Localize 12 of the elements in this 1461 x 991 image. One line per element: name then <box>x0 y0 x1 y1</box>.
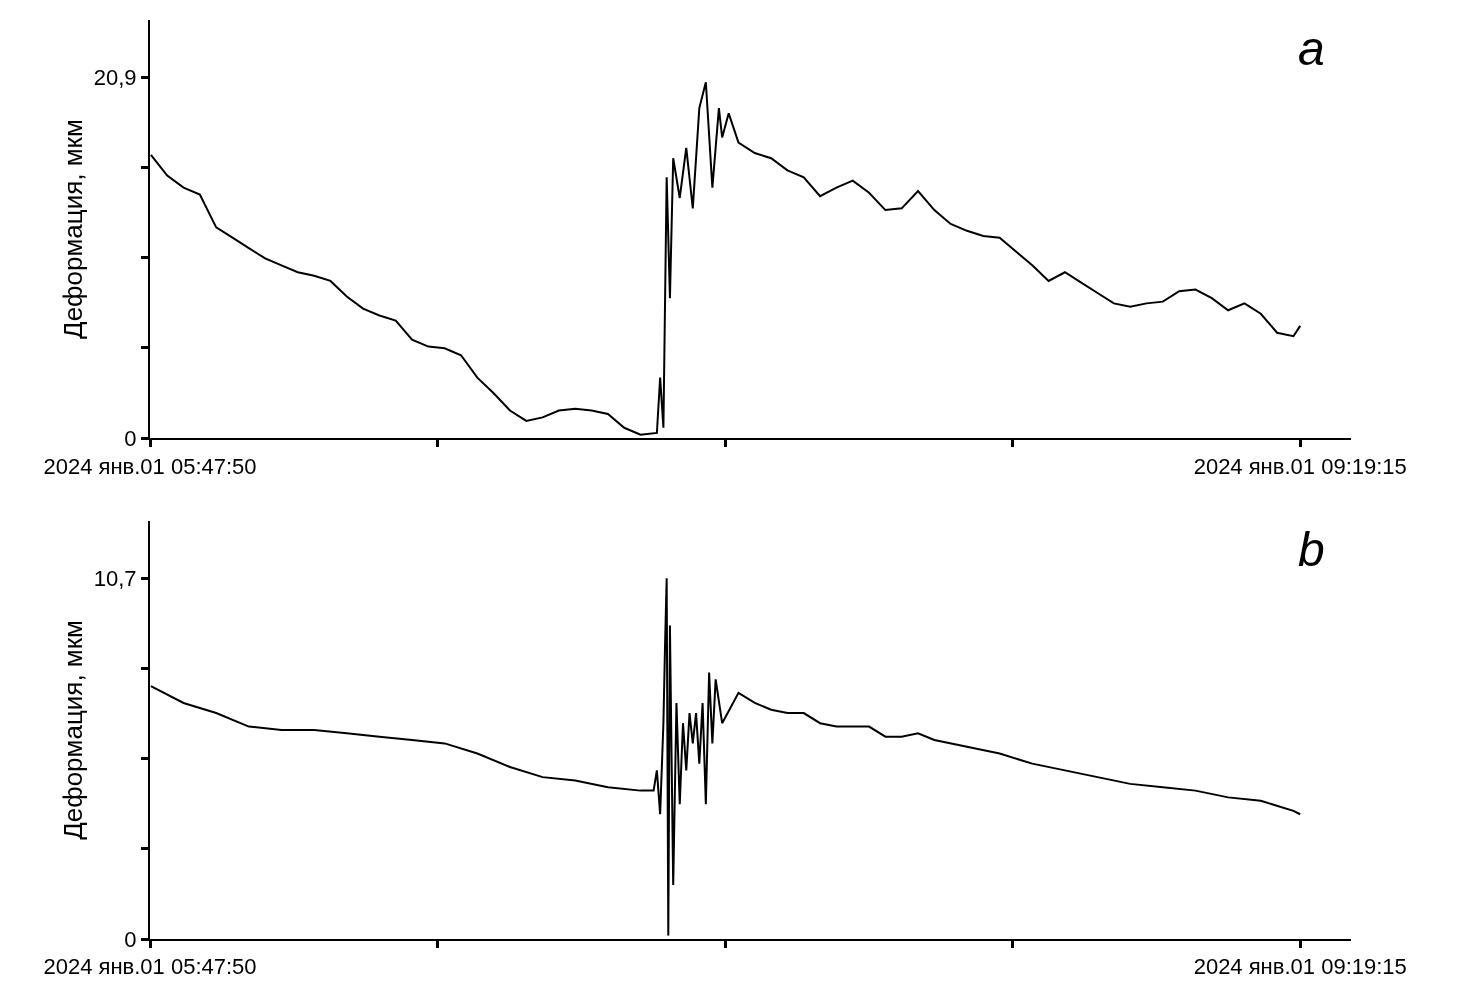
x-tick-label: 2024 янв.01 09:19:15 <box>1193 954 1407 980</box>
y-tick-label: 0 <box>124 926 137 952</box>
y-tick-label: 0 <box>124 425 137 451</box>
annotation: a <box>1298 22 1325 75</box>
y-axis-title: Деформация, мкм <box>57 620 88 840</box>
x-tick-label: 2024 янв.01 05:47:50 <box>43 453 257 479</box>
annotation: b <box>1298 523 1325 576</box>
x-tick-label: 2024 янв.01 05:47:50 <box>43 954 257 980</box>
x-tick-label: 2024 янв.01 09:19:15 <box>1193 453 1407 479</box>
y-tick-label: 10,7 <box>93 565 137 591</box>
y-axis-title: Деформация, мкм <box>57 119 88 339</box>
y-tick-label: 20,9 <box>93 64 137 90</box>
